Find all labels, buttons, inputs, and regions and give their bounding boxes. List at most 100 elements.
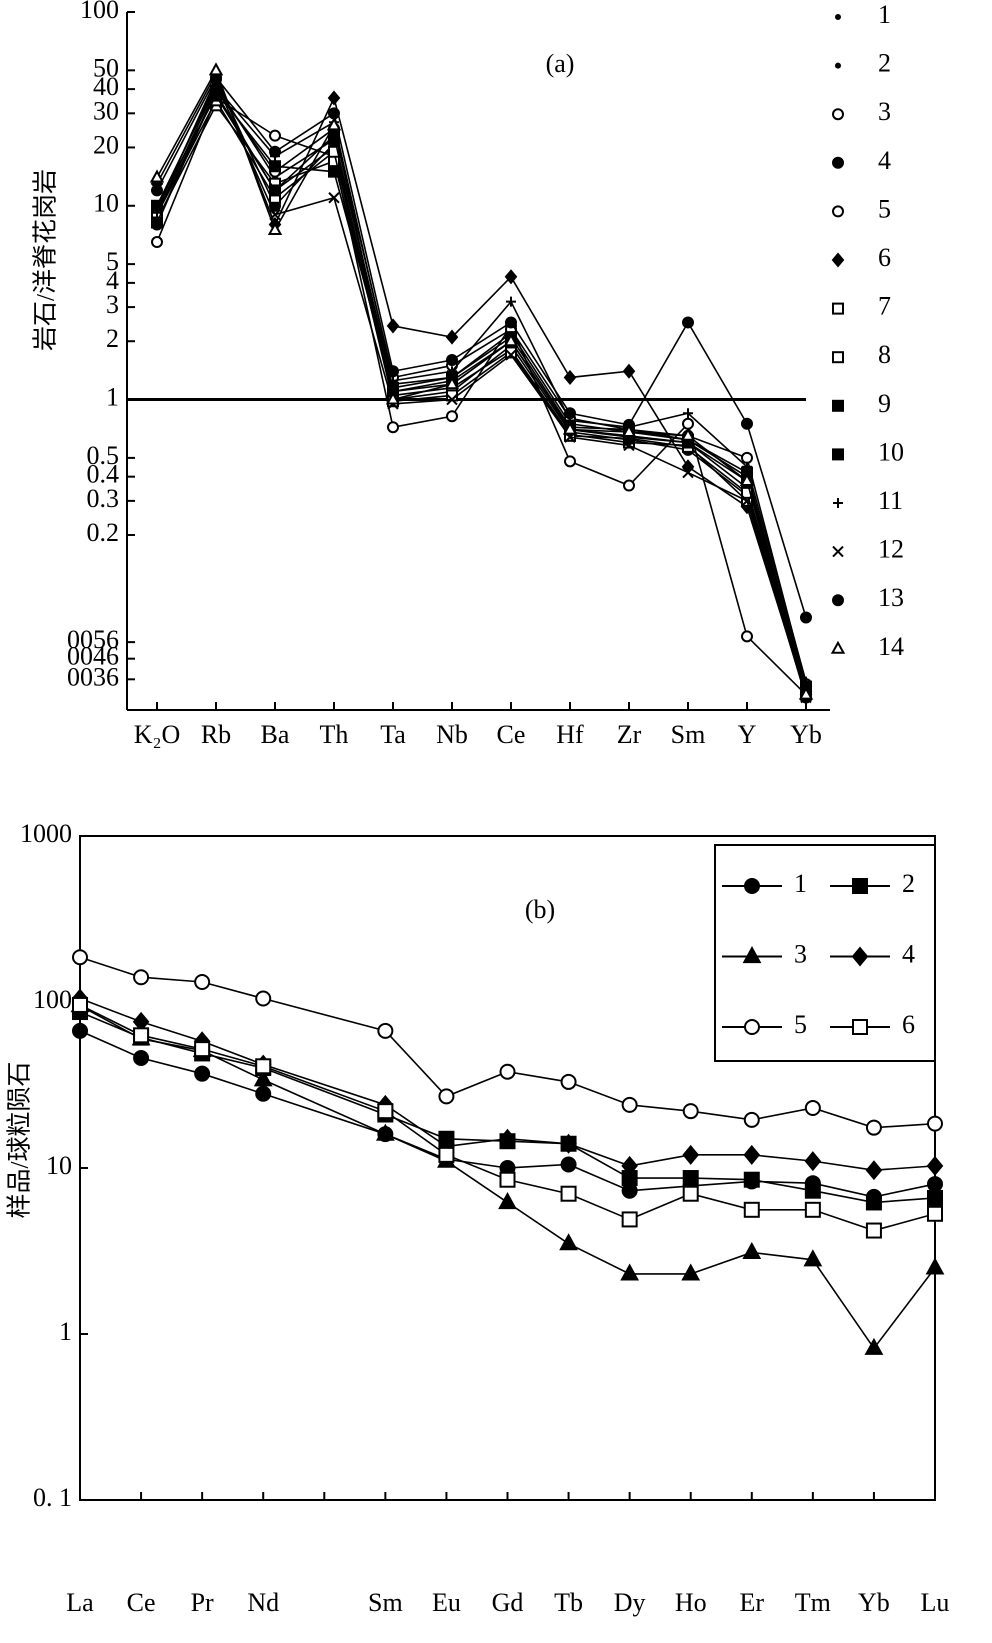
marker xyxy=(505,316,517,329)
marker xyxy=(741,495,753,507)
marker xyxy=(865,1194,882,1211)
x-tick-label: Tm xyxy=(795,1588,831,1617)
x-tick-label: Sm xyxy=(671,720,706,749)
marker xyxy=(269,208,281,221)
y-tick-label: 0036 xyxy=(67,662,119,691)
marker xyxy=(835,14,841,20)
y-tick-label: 10 xyxy=(46,1151,72,1180)
x-tick-label: Tb xyxy=(554,1588,583,1617)
legend-label: 1 xyxy=(794,869,807,898)
legend-label: 11 xyxy=(878,486,903,515)
series-line xyxy=(156,98,807,693)
marker xyxy=(739,472,755,486)
x-tick-label: Eu xyxy=(432,1588,461,1617)
x-tick-label: La xyxy=(66,1588,94,1617)
y-tick-label: 10 xyxy=(93,189,119,218)
marker xyxy=(800,611,812,624)
x-tick-label: Ba xyxy=(261,720,290,749)
marker xyxy=(851,946,869,967)
legend-label: 13 xyxy=(878,583,904,612)
x-tick-label: Ce xyxy=(127,1588,156,1617)
marker xyxy=(194,973,211,990)
legend-label: 6 xyxy=(878,243,891,272)
marker xyxy=(832,594,844,607)
marker xyxy=(865,1119,882,1136)
marker xyxy=(506,296,516,307)
marker xyxy=(438,1088,455,1105)
marker xyxy=(438,1146,455,1163)
legend-label: 3 xyxy=(878,97,891,126)
marker xyxy=(682,466,694,479)
y-tick-label: 20 xyxy=(93,130,119,159)
marker xyxy=(269,129,281,142)
marker xyxy=(832,448,844,461)
legend-label: 4 xyxy=(878,146,891,175)
y-tick-label: 100 xyxy=(33,985,72,1014)
marker xyxy=(328,107,340,120)
marker xyxy=(832,545,844,558)
x-tick-label: Er xyxy=(740,1588,765,1617)
y-tick-label: 0.5 xyxy=(87,441,120,470)
marker xyxy=(505,349,517,361)
marker xyxy=(621,1096,638,1113)
marker xyxy=(741,451,753,464)
marker xyxy=(682,1103,699,1120)
marker xyxy=(832,205,844,218)
y-tick-label: 50 xyxy=(93,53,119,82)
x-tick-label: Dy xyxy=(614,1588,646,1617)
x-tick-label: Pr xyxy=(191,1588,214,1617)
y-tick-label: 2 xyxy=(106,324,119,353)
series-line xyxy=(156,87,807,685)
marker xyxy=(927,1205,943,1222)
marker xyxy=(562,421,578,435)
marker xyxy=(503,333,519,347)
marker xyxy=(560,1156,577,1173)
marker xyxy=(133,1027,150,1044)
legend-label: 3 xyxy=(794,939,807,968)
marker xyxy=(832,302,844,315)
x-tick-label: Sm xyxy=(368,1588,403,1617)
marker xyxy=(149,169,165,183)
marker xyxy=(385,391,401,405)
marker xyxy=(833,498,843,508)
marker xyxy=(927,1115,943,1132)
marker xyxy=(742,946,762,964)
marker xyxy=(208,62,224,76)
marker xyxy=(446,393,458,406)
marker xyxy=(133,969,150,986)
series-line xyxy=(79,1030,936,1198)
series-line xyxy=(156,91,807,695)
y-axis-label: 岩石/洋脊花岗岩 xyxy=(32,169,60,351)
marker xyxy=(682,316,694,329)
legend-label: 1 xyxy=(878,0,891,29)
legend-label: 10 xyxy=(878,437,904,466)
y-tick-label: 0.2 xyxy=(87,518,120,547)
y-tick-label: 30 xyxy=(93,96,119,125)
y-axis-label: 样品/球粒陨石 xyxy=(6,1062,34,1219)
marker xyxy=(72,1022,88,1039)
legend-label: 5 xyxy=(794,1010,807,1039)
legend-label: 2 xyxy=(878,49,891,78)
series-line xyxy=(156,71,807,695)
series-line xyxy=(79,956,936,1129)
marker xyxy=(559,1233,578,1251)
x-tick-label: Y xyxy=(738,720,757,749)
marker xyxy=(831,252,845,268)
series-line xyxy=(156,68,807,695)
marker xyxy=(269,184,281,197)
marker xyxy=(681,1263,701,1281)
marker xyxy=(682,1170,699,1187)
marker xyxy=(499,1171,516,1188)
marker xyxy=(682,417,694,430)
x-tick-label: K₂O xyxy=(134,720,181,749)
x-tick-label: Hf xyxy=(556,720,584,749)
legend-label: 14 xyxy=(878,632,904,661)
marker xyxy=(744,878,760,894)
marker xyxy=(267,221,283,235)
marker xyxy=(151,201,163,214)
marker xyxy=(563,369,577,386)
x-tick-label: Nb xyxy=(436,720,468,749)
x-tick-label: Zr xyxy=(617,720,642,749)
marker xyxy=(864,1337,884,1355)
marker xyxy=(830,640,846,654)
